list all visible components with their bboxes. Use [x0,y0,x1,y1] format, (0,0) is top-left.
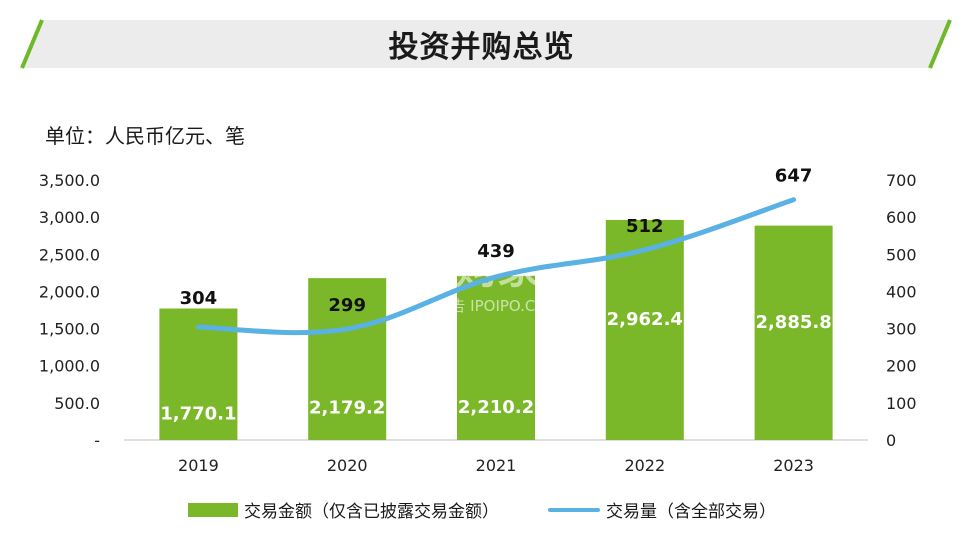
bar-2023 [754,225,833,440]
line-value-label: 304 [180,288,218,309]
y-left-tick-label: 3,500.0 [39,171,100,190]
chart-legend: 交易金额（仅含已披露交易金额） 交易量（含全部交易） [0,497,963,525]
bar-value-label: 2,885.8 [755,312,831,333]
left-accent-slash [20,19,44,69]
bar-2020 [308,278,387,440]
y-right-tick-label: 600 [886,208,917,227]
legend-item-volume: 交易量（含全部交易） [548,497,776,522]
x-tick-label: 2020 [327,456,368,475]
line-value-label: 299 [328,295,366,316]
y-right-tick-label: 100 [886,394,917,413]
line-value-label: 512 [626,216,664,237]
y-left-tick-label: 1,500.0 [39,320,100,339]
page-title: 投资并购总览 [388,30,575,65]
x-tick-label: 2023 [773,456,814,475]
y-left-tick-label: 2,500.0 [39,245,100,264]
line-value-label: 647 [775,166,813,187]
watermark-tagline: 行业报告 IPOIPO.CN [405,297,546,315]
legend-swatch-bar [188,502,238,517]
y-left-tick-label: - [94,431,100,450]
title-band-graphic [20,19,952,69]
y-right-tick-label: 200 [886,357,917,376]
y-right-tick-label: 300 [886,320,917,339]
x-tick-label: 2019 [178,456,219,475]
title-band: 投资并购总览 [0,0,963,80]
x-tick-label: 2022 [624,456,665,475]
y-left-tick-label: 1,000.0 [39,357,100,376]
title-band-background [20,20,950,68]
legend-item-amount: 交易金额（仅含已披露交易金额） [188,497,499,522]
bar-value-label: 2,962.4 [607,309,683,330]
bar-value-label: 1,770.1 [160,404,236,425]
right-accent-slash [928,19,952,69]
y-right-tick-label: 700 [886,171,917,190]
bar-value-label: 2,210.2 [458,397,534,418]
legend-swatch-line [548,507,600,512]
legend-label-volume: 交易量（含全部交易） [606,502,776,522]
line-series-volume [195,197,797,336]
bar-value-label: 2,179.2 [309,398,385,419]
y-left-tick-label: 3,000.0 [39,208,100,227]
y-right-tick-label: 0 [886,431,896,450]
y-left-tick-label: 2,000.0 [39,282,100,301]
legend-label-amount: 交易金额（仅含已披露交易金额） [244,502,499,522]
y-right-tick-label: 500 [886,245,917,264]
x-tick-label: 2021 [476,456,517,475]
y-left-tick-label: 500.0 [54,394,100,413]
bar-2021 [457,275,535,440]
line-value-label: 439 [477,241,515,262]
y-right-tick-label: 400 [886,282,917,301]
unit-label: 单位：人民币亿元、笔 [45,124,245,148]
